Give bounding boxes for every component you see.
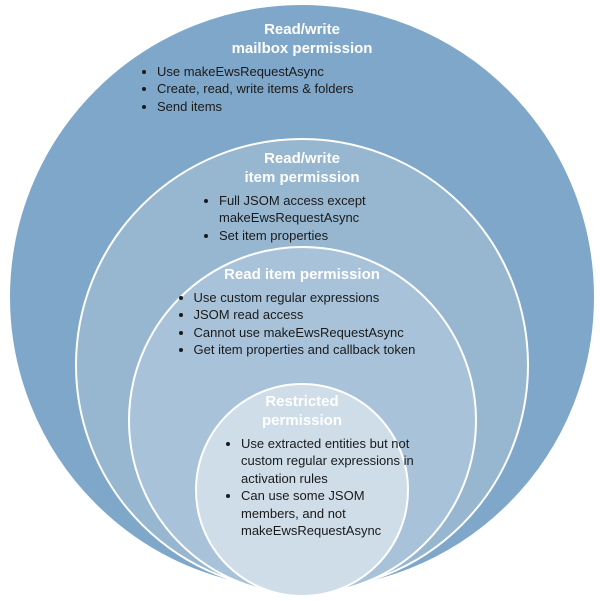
bullet-item: Use custom regular expressions — [194, 289, 474, 307]
bullet-item: JSOM read access — [194, 306, 474, 324]
bullet-item: Get item properties and callback token — [194, 341, 474, 359]
circle-restricted: Restricted permission Use extracted enti… — [195, 383, 409, 597]
bullet-item: Use makeEwsRequestAsync — [157, 63, 457, 81]
bullets-mailbox: Use makeEwsRequestAsyncCreate, read, wri… — [135, 63, 457, 116]
title-restricted-line2: permission — [197, 412, 407, 431]
title-mailbox-line2: mailbox permission — [10, 40, 594, 59]
bullet-item: Send items — [157, 98, 457, 116]
title-item-rw-line2: item permission — [77, 169, 527, 188]
bullets-item-rw: Full JSOM access except makeEwsRequestAs… — [197, 192, 459, 245]
bullet-item: Can use some JSOM members, and not makeE… — [241, 487, 416, 540]
title-restricted-line1: Restricted — [197, 393, 407, 412]
bullets-restricted: Use extracted entities but not custom re… — [219, 435, 416, 540]
bullet-item: Set item properties — [219, 227, 459, 245]
bullet-item: Use extracted entities but not custom re… — [241, 435, 416, 488]
bullets-item-read: Use custom regular expressionsJSOM read … — [172, 289, 474, 359]
title-mailbox-line1: Read/write — [10, 21, 594, 40]
bullet-item: Full JSOM access except makeEwsRequestAs… — [219, 192, 459, 227]
bullet-item: Cannot use makeEwsRequestAsync — [194, 324, 474, 342]
title-item-read-line1: Read item permission — [130, 266, 475, 285]
title-item-rw-line1: Read/write — [77, 150, 527, 169]
bullet-item: Create, read, write items & folders — [157, 80, 457, 98]
